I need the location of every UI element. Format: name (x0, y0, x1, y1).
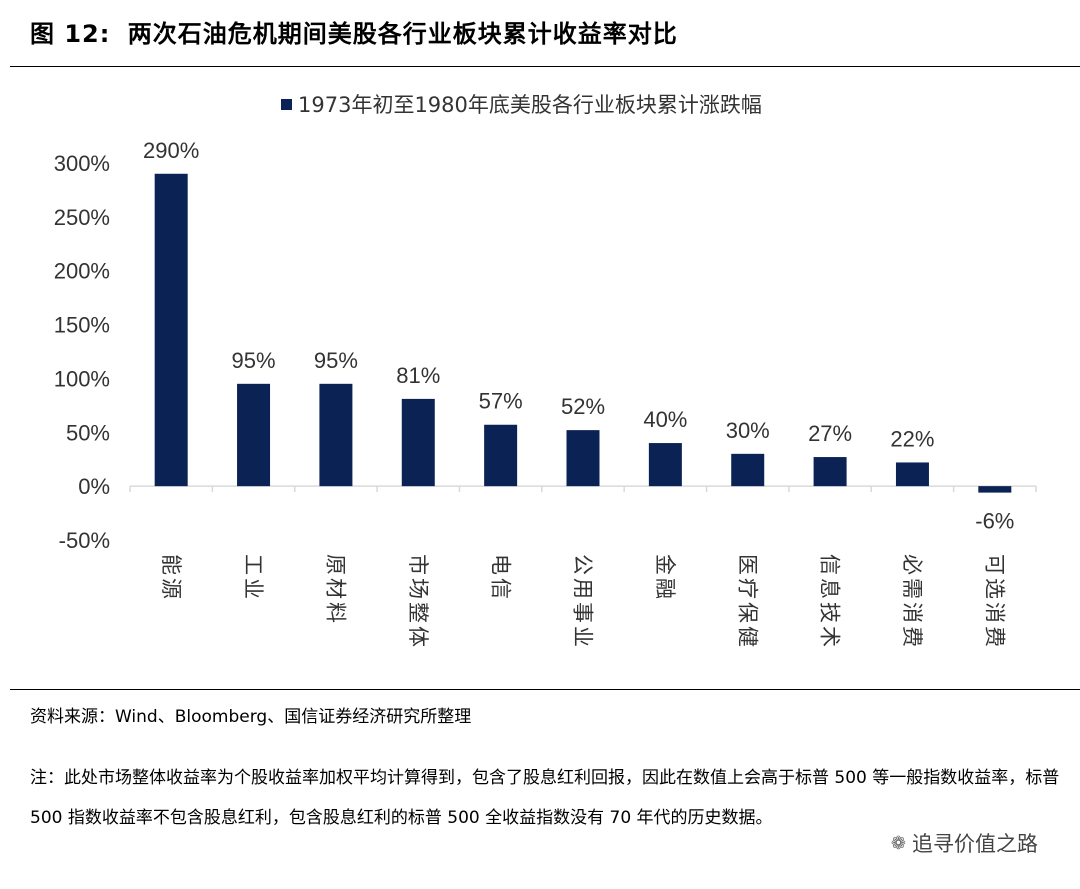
footnote: 注：此处市场整体收益率为个股收益率加权平均计算得到，包含了股息红利回报，因此在数… (30, 768, 1060, 828)
legend-swatch (281, 99, 292, 110)
bar (566, 430, 600, 487)
bar (813, 457, 847, 487)
bar (484, 424, 518, 487)
bar (237, 383, 271, 487)
data-label: -6% (975, 509, 1014, 534)
data-label: 95% (232, 348, 276, 373)
y-tick-label: 50% (66, 420, 110, 445)
data-label: 95% (314, 348, 358, 373)
category-label: 必需消费 (900, 554, 924, 650)
legend-label: 1973年初至1980年底美股各行业板块累计涨跌幅 (298, 93, 762, 117)
watermark: ❁ 追寻价值之路 (884, 826, 1044, 860)
category-label: 市场整体 (406, 554, 430, 650)
data-label: 81% (396, 363, 440, 388)
bar-chart: 1973年初至1980年底美股各行业板块累计涨跌幅 -50% 0% 50% 100% 15… (0, 66, 1080, 690)
y-tick-label: 0% (78, 474, 110, 499)
category-label: 原材料 (324, 554, 348, 626)
bar (648, 443, 682, 487)
figure-label: 图 12: (30, 20, 111, 48)
bar (895, 462, 929, 487)
watermark-text: 追寻价值之路 (912, 832, 1038, 856)
y-tick-label: -50% (59, 528, 110, 553)
category-label: 金融 (653, 554, 677, 602)
data-label: 57% (479, 389, 523, 414)
data-label: 22% (890, 426, 934, 451)
data-label: 52% (561, 394, 605, 419)
category-label: 能源 (159, 554, 183, 602)
category-label: 电信 (488, 554, 512, 602)
category-label: 可选消费 (982, 554, 1006, 650)
figure-title: 图 12: 两次石油危机期间美股各行业板块累计收益率对比 (30, 14, 678, 49)
data-label: 290% (143, 138, 199, 163)
bar (319, 383, 353, 487)
category-label: 医疗保健 (735, 554, 759, 650)
data-label: 30% (726, 418, 770, 443)
bar (401, 398, 435, 487)
data-label: 40% (643, 407, 687, 432)
figure-title-text: 两次石油危机期间美股各行业板块累计收益率对比 (127, 20, 678, 48)
y-tick-label: 200% (54, 259, 110, 284)
wechat-icon: ❁ (890, 832, 906, 854)
category-label: 信息技术 (818, 554, 842, 650)
y-tick-label: 100% (54, 366, 110, 391)
y-tick-label: 250% (54, 205, 110, 230)
top-rule (10, 66, 1080, 67)
data-label: 27% (808, 421, 852, 446)
chart-svg: 1973年初至1980年底美股各行业板块累计涨跌幅 -50% 0% 50% 100% 15… (54, 93, 1037, 650)
bar (154, 173, 188, 487)
bar (978, 486, 1012, 493)
bar (731, 453, 765, 487)
source-note: 资料来源：Wind、Bloomberg、国信证券经济研究所整理 (30, 707, 472, 727)
y-tick-label: 150% (54, 313, 110, 338)
category-label: 工业 (241, 554, 265, 602)
category-label: 公用事业 (571, 554, 595, 650)
bottom-rule (10, 689, 1080, 690)
y-tick-label: 300% (54, 151, 110, 176)
